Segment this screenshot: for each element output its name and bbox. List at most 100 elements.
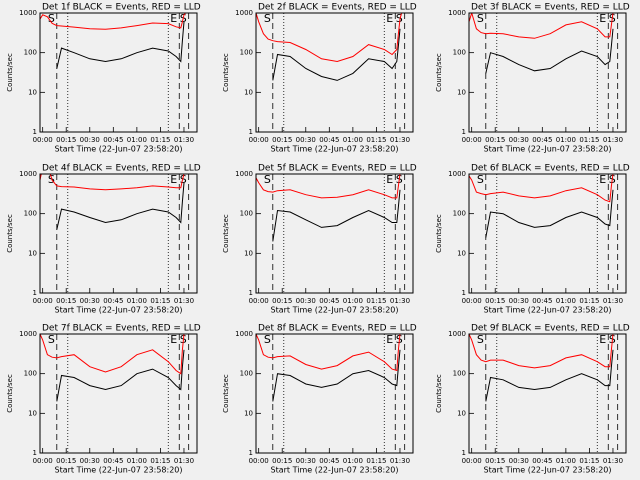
y-tick-label: 100 [240, 49, 253, 57]
series-line [56, 182, 185, 230]
x-axis-label: Start Time (22-Jun-07 23:58:20) [484, 466, 612, 475]
x-tick-label: 00:30 [296, 136, 316, 144]
x-tick-label: 00:45 [532, 136, 552, 144]
x-tick-label: 00:00 [33, 457, 53, 465]
x-tick-label: 00:45 [103, 297, 123, 305]
y-tick-label: 1 [249, 128, 253, 136]
x-tick-label: 00:30 [509, 457, 529, 465]
x-tick-label: 01:30 [390, 136, 410, 144]
marker-label: E [170, 173, 177, 186]
panel: Det 3f BLACK = Events, RED = LLD Start Ti… [435, 3, 630, 154]
panel-title: Det 8f BLACK = Events, RED = LLD [258, 324, 417, 334]
x-tick-label: 01:15 [579, 136, 599, 144]
x-tick-label: 00:00 [462, 136, 482, 144]
series-line [485, 189, 614, 238]
y-tick-label: 1 [249, 289, 253, 297]
y-tick-label: 1000 [19, 170, 37, 178]
x-tick-label: 01:15 [579, 297, 599, 305]
panel-title: Det 7f BLACK = Events, RED = LLD [42, 324, 201, 334]
y-tick-label: 1000 [19, 9, 37, 17]
x-tick-label: 01:00 [556, 297, 576, 305]
y-tick-label: 100 [453, 370, 466, 378]
marker-label: S [477, 173, 484, 186]
x-tick-label: 01:15 [366, 136, 386, 144]
y-axis-label: Counts/sec [435, 53, 443, 92]
x-tick-label: 00:15 [272, 136, 292, 144]
plot-frame [39, 333, 198, 454]
marker-label: S [264, 333, 271, 346]
plot-frame [39, 173, 198, 294]
series-line [40, 13, 186, 30]
y-tick-label: 1000 [448, 330, 466, 338]
panel: Det 1f BLACK = Events, RED = LLD Start Ti… [6, 3, 201, 154]
x-tick-label: 01:00 [127, 457, 147, 465]
panel-title: Det 2f BLACK = Events, RED = LLD [258, 3, 417, 13]
x-tick-label: 00:15 [485, 136, 505, 144]
x-tick-label: 01:30 [603, 457, 623, 465]
x-tick-label: 00:00 [462, 297, 482, 305]
y-tick-label: 1 [249, 449, 253, 457]
x-tick-label: 00:45 [103, 457, 123, 465]
marker-label: S [477, 12, 484, 25]
x-tick-label: 00:15 [485, 297, 505, 305]
x-tick-label: 01:30 [390, 457, 410, 465]
x-axis-label: Start Time (22-Jun-07 23:58:20) [271, 466, 399, 475]
x-tick-label: 01:15 [366, 457, 386, 465]
panel: Det 6f BLACK = Events, RED = LLD Start Ti… [435, 164, 630, 315]
y-tick-label: 1 [462, 449, 466, 457]
marker-label: E [599, 12, 606, 25]
y-axis-label: Counts/sec [222, 214, 230, 253]
x-tick-label: 00:30 [80, 297, 100, 305]
plot-frame [468, 333, 627, 454]
panel: Det 5f BLACK = Events, RED = LLD Start Ti… [222, 164, 417, 315]
series-line [469, 13, 614, 39]
series-line [469, 174, 614, 203]
plot-frame [39, 12, 198, 133]
series-line [256, 334, 401, 372]
marker-label: S [180, 173, 187, 186]
marker-label: S [264, 12, 271, 25]
x-tick-label: 01:15 [150, 136, 170, 144]
y-tick-label: 10 [244, 249, 253, 257]
x-tick-label: 01:30 [390, 297, 410, 305]
series-line [485, 28, 614, 74]
x-tick-label: 01:00 [556, 457, 576, 465]
marker-label: S [264, 173, 271, 186]
x-tick-label: 00:30 [296, 297, 316, 305]
x-tick-label: 01:00 [343, 136, 363, 144]
x-axis-label: Start Time (22-Jun-07 23:58:20) [484, 145, 612, 154]
series-line [272, 28, 401, 81]
x-tick-label: 01:15 [150, 297, 170, 305]
x-tick-label: 01:30 [174, 136, 194, 144]
x-tick-label: 00:30 [296, 457, 316, 465]
x-tick-label: 00:45 [532, 297, 552, 305]
y-tick-label: 10 [28, 409, 37, 417]
y-tick-label: 1 [33, 289, 37, 297]
x-tick-label: 01:15 [150, 457, 170, 465]
x-tick-label: 00:30 [509, 297, 529, 305]
panel: Det 7f BLACK = Events, RED = LLD Start Ti… [6, 324, 201, 475]
x-axis-label: Start Time (22-Jun-07 23:58:20) [484, 306, 612, 315]
plot-frame [255, 12, 414, 133]
x-tick-label: 01:00 [556, 136, 576, 144]
x-tick-label: 00:45 [319, 136, 339, 144]
x-tick-label: 00:00 [33, 297, 53, 305]
series-line [272, 189, 401, 242]
marker-label: E [386, 12, 393, 25]
panel: Det 2f BLACK = Events, RED = LLD Start Ti… [222, 3, 417, 154]
x-tick-label: 01:30 [603, 297, 623, 305]
y-axis-label: Counts/sec [6, 214, 14, 253]
x-tick-label: 00:15 [272, 457, 292, 465]
x-axis-label: Start Time (22-Jun-07 23:58:20) [55, 306, 183, 315]
y-axis-label: Counts/sec [222, 374, 230, 413]
y-tick-label: 1000 [235, 330, 253, 338]
marker-label: S [48, 333, 55, 346]
marker-label: S [48, 12, 55, 25]
series-line [40, 174, 185, 191]
panel: Det 9f BLACK = Events, RED = LLD Start Ti… [435, 324, 630, 475]
x-tick-label: 00:00 [249, 457, 269, 465]
x-tick-label: 00:15 [272, 297, 292, 305]
x-tick-label: 01:15 [579, 457, 599, 465]
